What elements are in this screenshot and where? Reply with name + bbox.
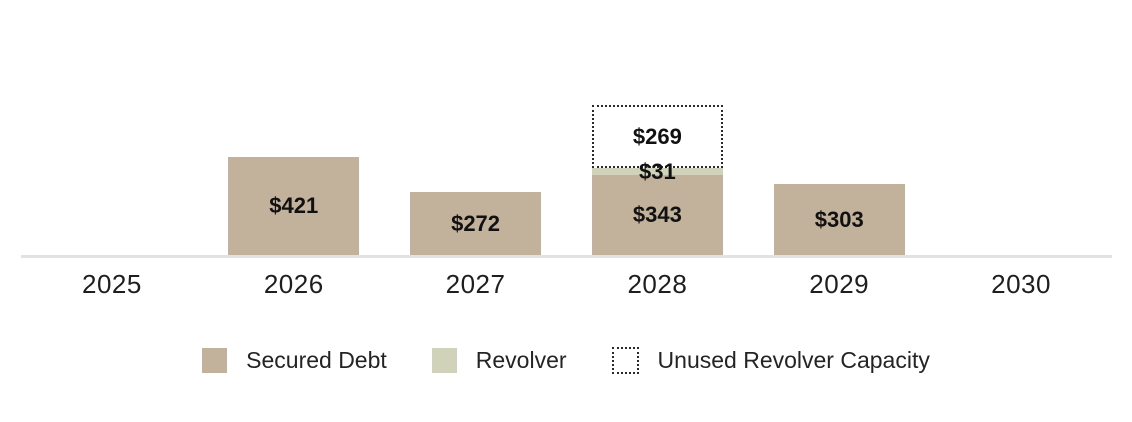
legend-swatch-revolver xyxy=(431,348,457,373)
legend-item-unused: Unused Revolver Capacity xyxy=(611,347,930,374)
bar-stack: $343 $31 $269 xyxy=(591,105,723,255)
x-axis-label-2029: 2029 xyxy=(809,269,870,299)
x-axis-line xyxy=(21,255,1112,258)
legend-label: Secured Debt xyxy=(246,347,387,373)
x-axis-label-2027: 2027 xyxy=(445,269,506,299)
x-axis-label-2025: 2025 xyxy=(81,269,142,299)
plot-area: $421 $272 $343 $31 $269 $303 2025 2026 2027 2028… xyxy=(21,0,1112,310)
value-label: $272 xyxy=(451,210,501,236)
legend-item-revolver: Revolver xyxy=(431,347,567,374)
bar-segment-secured: $421 xyxy=(228,157,360,255)
bar-stack: $303 xyxy=(773,184,905,255)
bar-group-2028: $343 $31 $269 xyxy=(566,0,748,255)
value-label: $343 xyxy=(632,202,682,227)
legend-label: Unused Revolver Capacity xyxy=(657,347,930,373)
legend-label: Revolver xyxy=(475,347,567,373)
legend-swatch-unused xyxy=(611,347,639,374)
x-axis-label-2030: 2030 xyxy=(991,269,1051,299)
bar-group-2026: $421 xyxy=(203,0,385,255)
bar-group-2030 xyxy=(930,0,1112,255)
bar-segment-secured: $303 xyxy=(773,184,905,255)
bar-segment-secured: $272 xyxy=(410,192,542,255)
legend-swatch-secured xyxy=(202,348,228,373)
value-label: $31 xyxy=(639,158,676,184)
legend: Secured Debt Revolver Unused Revolver Capa… xyxy=(0,347,1132,374)
bar-group-2029: $303 xyxy=(748,0,930,255)
bar-stack: $272 xyxy=(410,192,542,255)
value-label: $269 xyxy=(632,123,682,149)
bar-segment-secured: $343 xyxy=(591,175,723,255)
legend-item-secured: Secured Debt xyxy=(202,347,387,374)
value-label: $303 xyxy=(814,206,864,232)
x-axis-labels: 2025 2026 2027 2028 2029 2030 xyxy=(21,258,1112,300)
bar-stack: $421 xyxy=(228,157,360,255)
value-label: $421 xyxy=(269,193,319,218)
bar-group-2025 xyxy=(21,0,203,255)
bar-segment-unused: $269 xyxy=(591,105,723,168)
x-axis-label-2028: 2028 xyxy=(627,269,688,299)
x-axis-label-2026: 2026 xyxy=(263,269,324,299)
bar-group-2027: $272 xyxy=(385,0,567,255)
bar-segment-revolver: $31 xyxy=(591,160,723,182)
bar-columns: $421 $272 $343 $31 $269 $303 xyxy=(21,0,1112,255)
